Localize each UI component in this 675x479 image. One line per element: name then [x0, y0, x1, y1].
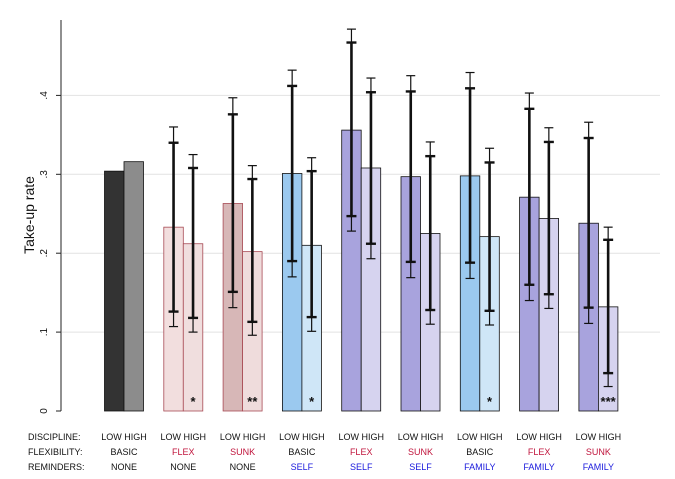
- discipline-label: LOW HIGH: [398, 432, 444, 442]
- y-tick-label: .1: [39, 327, 50, 336]
- row-label-flexibility: FLEXIBILITY:: [28, 447, 83, 457]
- discipline-label: LOW HIGH: [338, 432, 384, 442]
- y-tick-label: .3: [39, 170, 50, 179]
- significance-star: **: [247, 394, 258, 409]
- discipline-label: LOW HIGH: [457, 432, 503, 442]
- discipline-label: LOW HIGH: [279, 432, 325, 442]
- y-axis-label: Take-up rate: [21, 176, 37, 254]
- flexibility-label: SUNK: [408, 447, 433, 457]
- error-bars: [168, 28, 614, 388]
- flexibility-label: BASIC: [110, 447, 138, 457]
- reminders-label: SELF: [291, 462, 314, 472]
- discipline-label: LOW HIGH: [101, 432, 147, 442]
- reminders-label: FAMILY: [583, 462, 614, 472]
- reminders-label: NONE: [111, 462, 137, 472]
- flexibility-label: BASIC: [466, 447, 494, 457]
- y-tick-label: .4: [39, 91, 50, 100]
- significance-stars: * ** * * ***: [191, 394, 617, 409]
- discipline-label: LOW HIGH: [576, 432, 622, 442]
- flexibility-label: FLEX: [350, 447, 373, 457]
- row-label-discipline: DISCIPLINE:: [28, 432, 81, 442]
- y-tick-label: .2: [39, 249, 50, 258]
- reminders-label: SELF: [350, 462, 373, 472]
- discipline-label: LOW HIGH: [516, 432, 562, 442]
- row-label-reminders: REMINDERS:: [28, 462, 85, 472]
- bar-high: [123, 161, 144, 412]
- significance-star: ***: [601, 394, 617, 409]
- flexibility-label: SUNK: [230, 447, 255, 457]
- significance-star: *: [191, 394, 197, 409]
- reminders-label: FAMILY: [464, 462, 495, 472]
- x-category-labels: DISCIPLINE: FLEXIBILITY: REMINDERS: LOW …: [28, 432, 621, 472]
- flexibility-label: FLEX: [172, 447, 195, 457]
- y-axis-ticks: 0 .1 .2 .3 .4: [39, 91, 61, 414]
- reminders-label: NONE: [170, 462, 196, 472]
- discipline-label: LOW HIGH: [220, 432, 266, 442]
- discipline-label: LOW HIGH: [161, 432, 207, 442]
- significance-star: *: [309, 394, 315, 409]
- reminders-label: NONE: [230, 462, 256, 472]
- bar-low: [104, 170, 125, 412]
- y-tick-label: 0: [39, 408, 50, 414]
- flexibility-label: SUNK: [586, 447, 611, 457]
- reminders-label: FAMILY: [523, 462, 554, 472]
- flexibility-label: FLEX: [528, 447, 551, 457]
- bars: [104, 129, 619, 412]
- flexibility-label: BASIC: [288, 447, 316, 457]
- reminders-label: SELF: [409, 462, 432, 472]
- significance-star: *: [487, 394, 493, 409]
